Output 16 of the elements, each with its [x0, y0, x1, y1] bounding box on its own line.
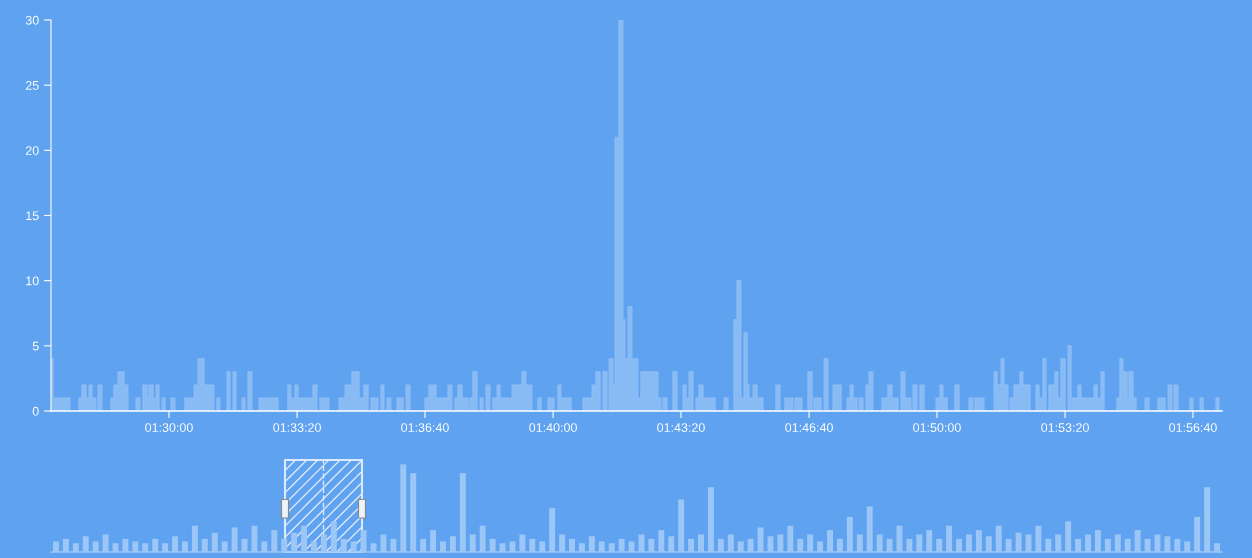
y-tick-label: 5 — [32, 341, 39, 351]
y-tick-label: 30 — [25, 15, 39, 25]
y-tick-label: 20 — [25, 146, 39, 155]
y-tick-label: 0 — [32, 406, 39, 416]
x-tick-label: 01:33:20 — [273, 423, 321, 432]
y-tick-label: 10 — [26, 276, 39, 286]
x-tick-label: 01:50:00 — [913, 423, 961, 432]
x-tick-label: 01:30:00 — [145, 423, 193, 432]
x-tick-label: 01:56:40 — [1169, 423, 1217, 432]
y-tick-label: 25 — [25, 80, 39, 90]
x-tick-label: 01:43:20 — [657, 423, 705, 432]
y-tick-label: 15 — [26, 211, 39, 221]
x-tick-label: 01:46:40 — [785, 423, 833, 432]
x-tick-label: 01:40:00 — [529, 423, 577, 432]
x-tick-label: 01:53:20 — [1041, 423, 1089, 432]
x-tick-label: 01:36:40 — [401, 423, 449, 432]
